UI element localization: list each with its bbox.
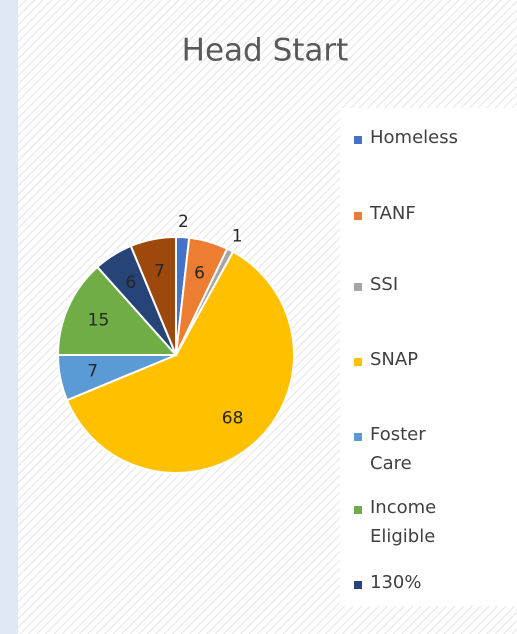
pie-slice (65, 250, 295, 474)
legend-item: 130% (354, 572, 470, 597)
chart-title: Head Start (182, 33, 349, 69)
legend-item: Homeless (354, 127, 470, 152)
data-label: 6 (125, 273, 136, 293)
data-label: 7 (87, 362, 98, 382)
legend-swatch (354, 433, 362, 441)
legend-label: SSI (370, 274, 399, 295)
legend-label: Foster Care (370, 424, 426, 474)
data-label: 1 (232, 227, 243, 247)
data-label: 6 (194, 263, 205, 283)
legend-label: 130% (370, 572, 422, 593)
legend-label: SNAP (370, 349, 419, 370)
legend-item: SNAP (354, 349, 470, 374)
legend-label: Homeless (370, 127, 458, 148)
legend: Homeless TANF SSI SNAP Foster Care Income Eli… (340, 108, 517, 606)
data-label: 15 (88, 310, 110, 330)
legend-label: Income Eligible (370, 497, 437, 547)
legend-swatch (354, 506, 362, 514)
legend-label: TANF (370, 203, 416, 224)
legend-item: TANF (354, 203, 470, 228)
legend-item: Income Eligible (354, 497, 470, 551)
legend-swatch (354, 136, 362, 144)
data-label: 7 (154, 262, 165, 282)
legend-swatch (354, 358, 362, 366)
data-label: 68 (222, 408, 244, 428)
legend-item: SSI (354, 274, 470, 299)
legend-swatch (354, 283, 362, 291)
data-label: 2 (178, 212, 189, 232)
legend-swatch (354, 581, 362, 589)
legend-swatch (354, 212, 362, 220)
pie-slice (56, 265, 179, 356)
pie-slice (129, 235, 177, 356)
legend-item: Foster Care (354, 424, 470, 478)
